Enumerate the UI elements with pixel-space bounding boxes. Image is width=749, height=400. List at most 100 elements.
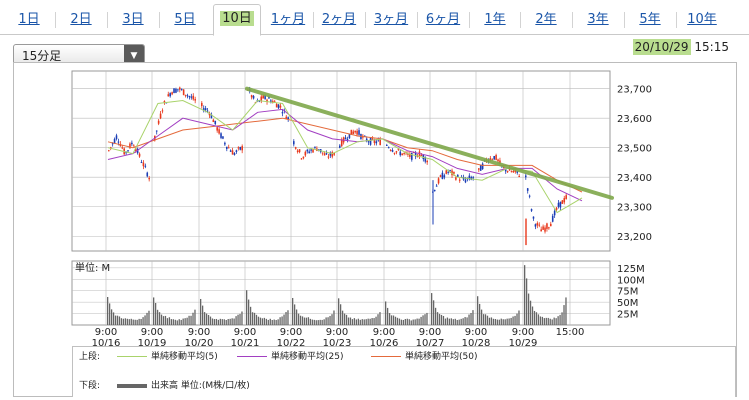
volume-bar: [194, 309, 196, 325]
candle-body: [393, 152, 396, 154]
candle-body: [456, 174, 459, 178]
candle-body: [134, 148, 137, 151]
candle-body: [148, 177, 150, 180]
volume-bar: [367, 318, 369, 325]
tab-6[interactable]: 1ヶ月: [265, 6, 311, 34]
x-tick-date: 10/29: [509, 338, 538, 349]
volume-bar: [486, 315, 489, 325]
price-y-tick-label: 23,400: [617, 173, 652, 184]
candle-body: [327, 156, 330, 158]
tab-2[interactable]: 2日: [58, 6, 104, 34]
volume-y-tick-label: 125M: [617, 264, 645, 275]
candle-body: [546, 223, 548, 229]
volume-bar: [188, 315, 190, 325]
tab-10[interactable]: 1年: [472, 6, 518, 34]
chevron-down-icon[interactable]: ▼: [124, 45, 144, 67]
candle-body: [526, 188, 529, 191]
candle-body: [445, 170, 448, 174]
tab-13[interactable]: 5年: [627, 6, 673, 34]
volume-bar: [458, 319, 460, 325]
volume-bar: [277, 319, 279, 325]
volume-bar: [533, 310, 536, 325]
candle-body: [512, 171, 515, 173]
volume-bar: [168, 317, 171, 325]
tab-8[interactable]: 3ヶ月: [368, 6, 414, 34]
price-y-tick-label: 23,500: [617, 144, 652, 155]
chart-panel: 23,700 23,600 23,500 23,400 23,300 23,200 125M…: [13, 62, 737, 397]
candle-body: [117, 141, 120, 143]
candle-body: [532, 216, 535, 219]
candle-body: [331, 152, 334, 157]
volume-bar: [456, 319, 458, 325]
volume-bar: [551, 319, 553, 325]
tab-7[interactable]: 2ヶ月: [316, 6, 362, 34]
volume-bar: [351, 319, 354, 325]
volume-bar: [140, 318, 142, 325]
volume-bar: [146, 312, 148, 325]
candle-body: [308, 151, 310, 153]
volume-bar: [466, 317, 468, 325]
volume-bar: [257, 316, 260, 325]
candle-body: [220, 133, 222, 138]
candle-body: [173, 88, 175, 94]
legend-volume: 出来高 単位:(M株/口/枚): [117, 379, 250, 393]
x-tick-time: 9:00: [465, 327, 487, 338]
candle-body: [489, 157, 492, 161]
ma5-line: [107, 99, 583, 214]
legend-volume-swatch: [117, 383, 147, 388]
legend-volume-label: 出来高 単位:(M株/口/枚): [151, 381, 250, 391]
volume-bar: [524, 265, 526, 325]
candle-body: [555, 207, 558, 210]
candle-body: [285, 116, 288, 119]
tab-9[interactable]: 6ヶ月: [420, 6, 466, 34]
volume-bar: [327, 317, 329, 325]
volume-bar: [379, 312, 381, 325]
candle-body: [565, 195, 567, 199]
tab-separator: [624, 12, 625, 28]
volume-bar: [273, 319, 275, 325]
candle-body: [441, 172, 444, 180]
volume-bar: [442, 315, 445, 325]
tab-4[interactable]: 5日: [162, 6, 208, 34]
volume-bar: [434, 307, 437, 325]
tab-separator: [159, 12, 160, 28]
volume-bar: [341, 310, 344, 325]
candle-body: [516, 171, 519, 173]
volume-bar: [414, 319, 416, 325]
volume-bar: [110, 309, 113, 325]
volume-bar: [120, 318, 123, 325]
volume-bar: [160, 314, 163, 325]
candle-body: [386, 144, 388, 146]
candle-body: [229, 150, 232, 152]
legend-ma5-label: 単純移動平均(5): [151, 352, 218, 362]
candle-body: [129, 143, 131, 149]
volume-bar: [541, 316, 544, 325]
volume-bar: [547, 317, 549, 325]
tab-14[interactable]: 10年: [679, 6, 725, 34]
volume-bar: [281, 316, 283, 325]
volume-bar: [311, 319, 313, 325]
tab-12[interactable]: 3年: [575, 6, 621, 34]
volume-bar: [144, 315, 146, 325]
volume-bar: [450, 318, 452, 325]
candle-body: [416, 156, 419, 158]
tab-11[interactable]: 2年: [523, 6, 569, 34]
candle-body: [371, 138, 374, 140]
candle-body: [109, 147, 112, 149]
tab-1[interactable]: 1日: [6, 6, 52, 34]
candle-body: [190, 96, 193, 98]
candle-body: [557, 202, 560, 207]
tab-5[interactable]: 10日: [213, 4, 261, 36]
candle-body: [216, 127, 218, 131]
candle-body: [354, 130, 356, 133]
volume-bar: [490, 317, 493, 325]
volume-bars: [107, 265, 567, 325]
tab-label: 3年: [587, 12, 609, 27]
volume-bar: [190, 315, 192, 325]
volume-bar: [436, 312, 439, 325]
candle-body: [435, 185, 438, 187]
x-tick-date: 10/20: [185, 338, 214, 349]
volume-bar: [353, 318, 356, 325]
candle-body: [358, 130, 360, 135]
tab-3[interactable]: 3日: [110, 6, 156, 34]
